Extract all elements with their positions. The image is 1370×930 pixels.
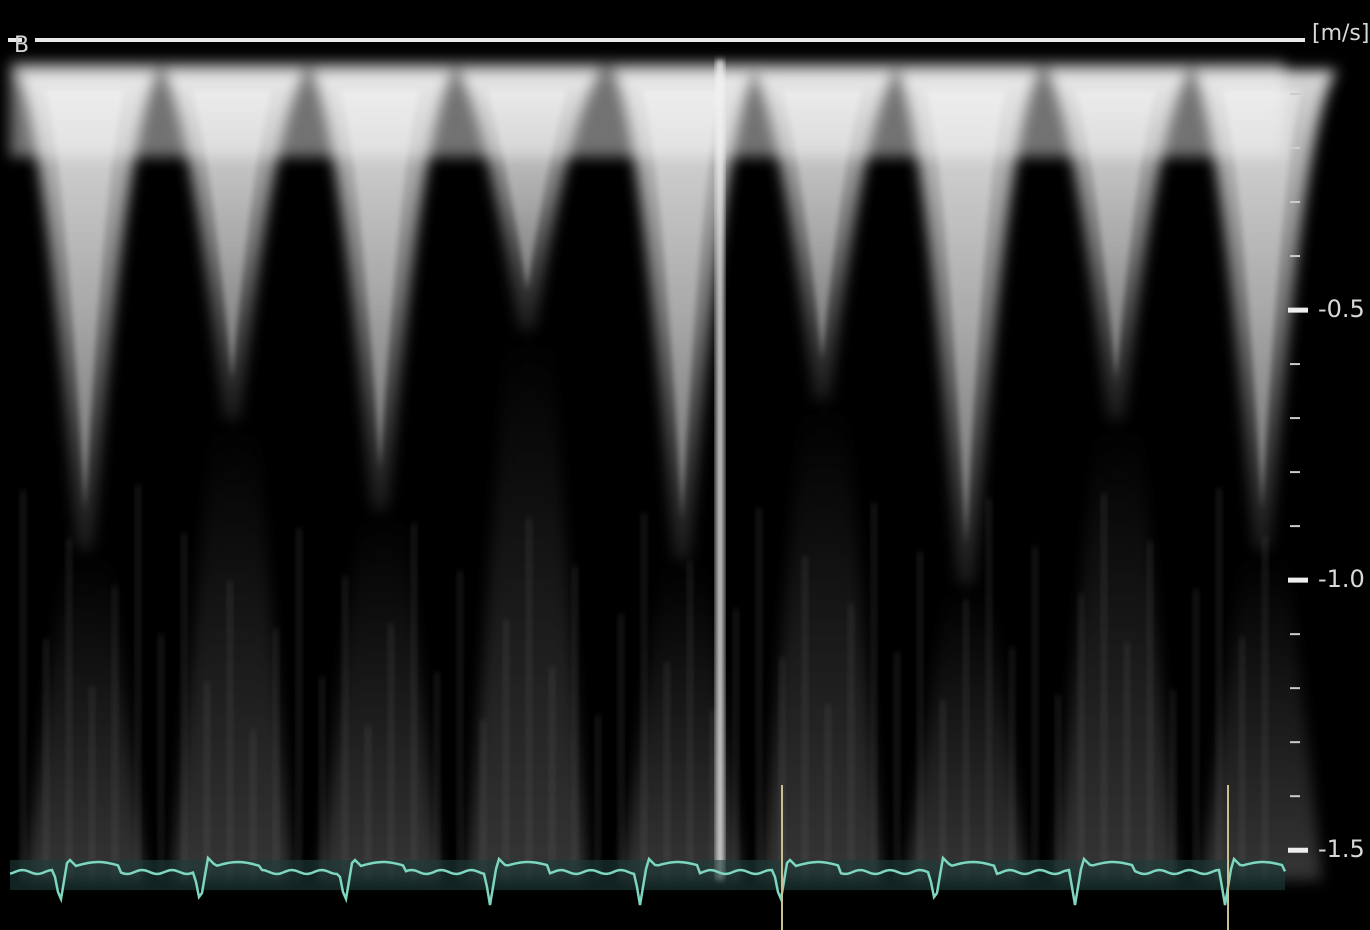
envelope-core [926,90,1006,545]
streak [1032,546,1038,880]
envelope-core [1222,90,1302,510]
streak [204,682,210,880]
streak [595,715,601,880]
streak [365,725,371,880]
streak [917,551,923,880]
streak [779,657,785,880]
streak [43,639,49,880]
streak [135,485,141,880]
streak [457,571,463,880]
tick-label: -0.5 [1318,295,1365,323]
envelope-core [642,90,722,520]
streak [894,652,900,880]
streak [181,533,187,880]
tick-label: -1.5 [1318,835,1365,863]
streak [963,599,969,880]
streak [1009,647,1015,880]
unit-label: [m/s] [1312,21,1369,46]
streak [296,528,302,880]
streak [1262,536,1268,880]
velocity-scale: -0.5 -1.0 -1.5 [1288,93,1365,863]
mode-label: B [14,33,29,58]
streak [20,490,26,880]
streak [733,609,739,880]
spectrum [10,60,1337,890]
streak [618,614,624,880]
streak [572,566,578,880]
streak [664,662,670,880]
streak [434,672,440,880]
tick-label: -1.0 [1318,565,1365,593]
streak [756,508,762,880]
streak [158,634,164,880]
envelope-core [1076,90,1156,380]
streak [641,513,647,880]
envelope-core [487,90,567,290]
streak [986,498,992,880]
streak [388,624,394,880]
streak [1101,493,1107,880]
streak [526,518,532,880]
envelope-core [340,90,420,470]
streak [319,677,325,880]
streak [1216,488,1222,880]
streak [480,720,486,880]
streak [802,556,808,880]
streak [940,700,946,880]
streak [1239,637,1245,880]
streak [411,523,417,880]
streak [549,667,555,880]
streak [1055,695,1061,880]
streak [1193,589,1199,880]
ecg-trace [9,855,1287,906]
envelope-core [782,90,862,360]
streak [273,629,279,880]
envelope-core [45,90,125,510]
streak [825,705,831,880]
streak [250,730,256,880]
streak [1170,690,1176,880]
streak [687,561,693,880]
tail [320,510,440,880]
streak [66,538,72,880]
streak [871,503,877,880]
streak [112,586,118,880]
streak [89,687,95,880]
streak [1124,642,1130,880]
tail [1056,420,1176,880]
streak [1078,594,1084,880]
envelope-core [192,90,272,380]
streak [227,581,233,880]
streak [503,619,509,880]
streak [710,710,716,880]
streak [1147,541,1153,880]
artifact-line [716,60,724,880]
streak [848,604,854,880]
streak [342,576,348,880]
